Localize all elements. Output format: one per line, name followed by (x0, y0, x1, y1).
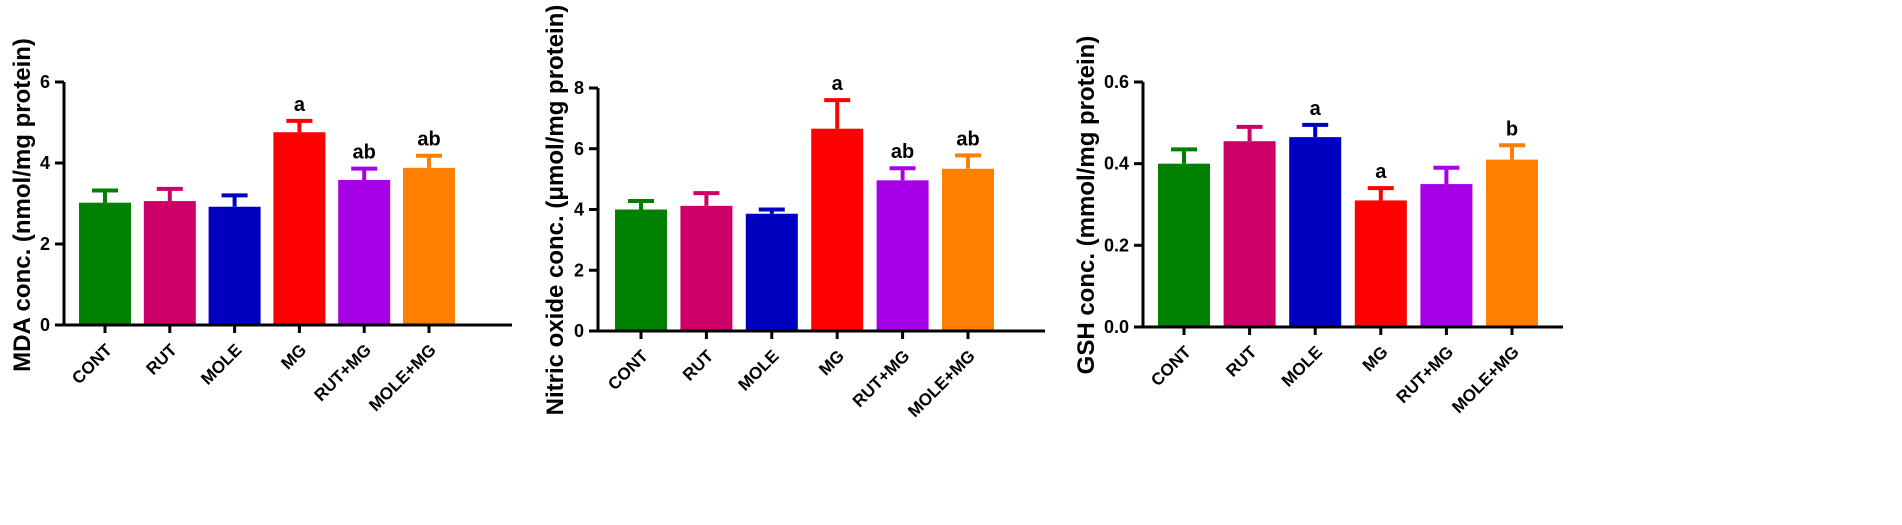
y-axis-label: GSH conc. (mmol/mg protein) (1073, 36, 1100, 375)
x-tick-label: RUT+MG (1393, 342, 1458, 407)
y-tick-label: 4 (40, 153, 50, 173)
x-tick-label: RUT+MG (311, 340, 376, 405)
bar (1223, 141, 1276, 327)
significance-label: ab (891, 141, 914, 163)
bar (1289, 137, 1342, 327)
y-tick-label: 6 (40, 72, 50, 92)
significance-label: b (1506, 118, 1518, 140)
x-tick-label: MOLE+MG (904, 346, 979, 421)
x-tick-label: RUT (679, 346, 718, 385)
x-tick-label: CONT (1147, 342, 1195, 390)
x-tick-label: MOLE (734, 346, 782, 394)
x-tick-label: RUT (1222, 342, 1261, 381)
x-tick-label: MG (815, 346, 848, 379)
x-tick-label: CONT (604, 346, 652, 394)
y-tick-label: 0.2 (1104, 235, 1129, 255)
y-axis-label: Nitric oxide conc. (μmol/mg protein) (542, 5, 569, 416)
y-tick-label: 4 (574, 200, 584, 220)
bar (1486, 159, 1538, 327)
y-tick-label: 6 (574, 139, 584, 159)
y-tick-label: 0 (40, 315, 50, 335)
x-tick-label: MOLE (197, 340, 245, 388)
x-tick-label: RUT+MG (849, 346, 914, 411)
bar (942, 168, 994, 331)
significance-label: ab (956, 128, 979, 150)
x-tick-label: RUT (142, 340, 181, 379)
bar (208, 206, 261, 325)
bar (1354, 200, 1407, 327)
bar (1420, 184, 1473, 327)
bar (745, 213, 798, 331)
significance-label: a (832, 73, 844, 95)
bar (1158, 163, 1210, 327)
bar (338, 180, 391, 325)
bar (403, 167, 455, 325)
y-axis-label: MDA conc. (nmol/mg protein) (9, 38, 36, 372)
y-tick-label: 2 (574, 260, 584, 280)
x-tick-label: MG (277, 340, 310, 373)
bar (79, 202, 131, 325)
bar (273, 132, 326, 325)
bar (615, 209, 667, 331)
y-tick-label: 2 (40, 234, 50, 254)
y-tick-label: 8 (574, 78, 584, 98)
y-tick-label: 0.6 (1104, 72, 1129, 92)
significance-label: a (1375, 161, 1387, 183)
significance-label: a (1310, 98, 1322, 120)
chart-panel-gsh: GSH conc. (mmol/mg protein) CONT RUT a MOLE a… (1073, 36, 1563, 417)
bar (876, 180, 929, 331)
x-tick-label: MOLE+MG (1448, 342, 1523, 417)
y-tick-label: 0 (574, 321, 584, 341)
significance-label: ab (417, 129, 440, 151)
x-tick-label: MG (1359, 342, 1392, 375)
x-tick-label: MOLE+MG (365, 340, 440, 415)
x-tick-label: MOLE (1278, 342, 1326, 390)
y-tick-label: 0.0 (1104, 317, 1129, 337)
bar (811, 128, 864, 331)
significance-label: a (294, 94, 306, 116)
bar (143, 201, 196, 325)
bar (680, 205, 733, 331)
chart-panel-nitric-oxide: Nitric oxide conc. (μmol/mg protein) CONT… (542, 5, 1045, 421)
x-tick-label: CONT (68, 340, 116, 388)
chart-panel-mda: MDA conc. (nmol/mg protein) CONT RUT MOLE a M… (9, 38, 512, 415)
y-tick-label: 0.4 (1104, 154, 1129, 174)
significance-label: ab (353, 142, 376, 164)
